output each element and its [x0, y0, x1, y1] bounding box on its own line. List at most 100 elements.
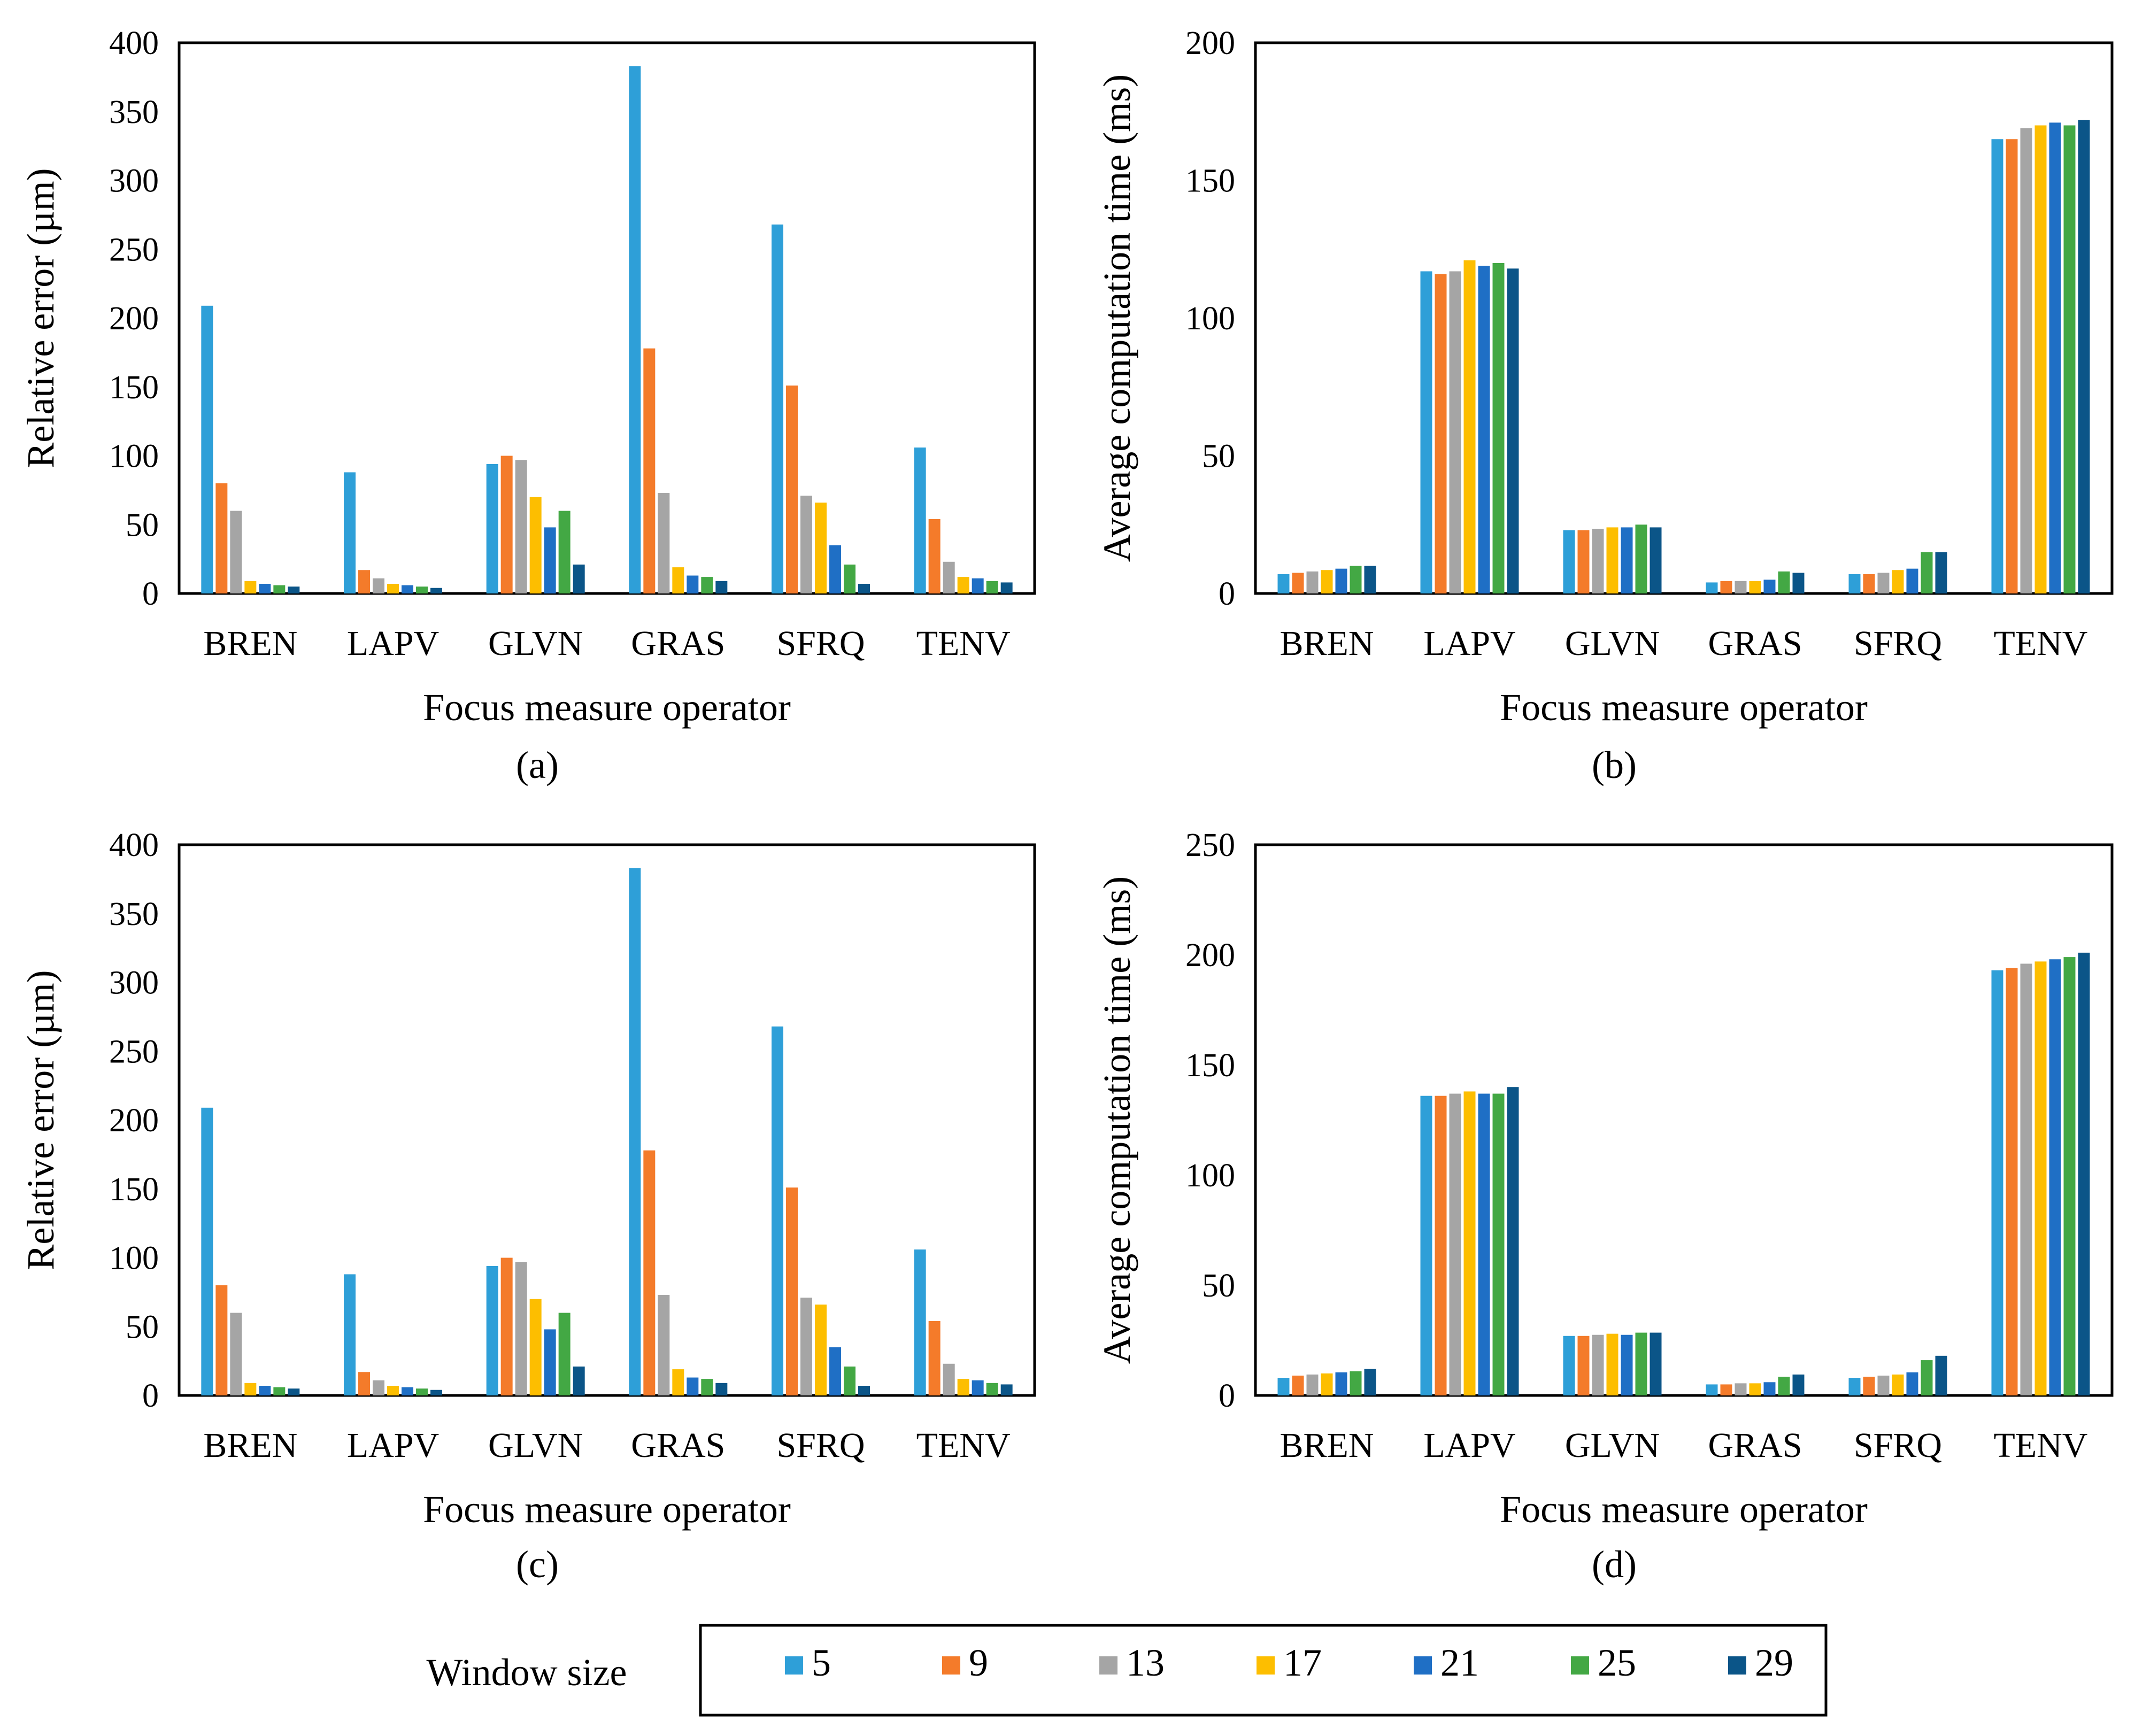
plot-frame	[1254, 843, 2114, 1397]
x-category-label: GLVN	[1565, 1426, 1660, 1465]
bar-gras-21	[687, 575, 699, 593]
x-axis-title: Focus measure operator	[1500, 686, 1868, 729]
bar-glvn-21	[1621, 1334, 1633, 1395]
bar-glvn-5	[1563, 530, 1575, 593]
bar-sfrq-17	[815, 1305, 827, 1395]
y-tick-label: 350	[109, 94, 159, 130]
x-axis-title: Focus measure operator	[1500, 1488, 1868, 1531]
bar-lapv-17	[1463, 260, 1476, 594]
bar-lapv-5	[344, 472, 356, 593]
bar-bren-21	[1335, 1372, 1347, 1395]
x-category-label: GLVN	[488, 1426, 583, 1465]
bar-glvn-29	[1650, 527, 1662, 593]
bar-lapv-25	[416, 587, 428, 593]
legend-title: Window size	[426, 1651, 627, 1694]
legend-label: 17	[1283, 1641, 1322, 1684]
legend-label: 13	[1126, 1641, 1165, 1684]
panel-caption: (d)	[1592, 1543, 1637, 1586]
bar-bren-5	[1277, 574, 1290, 593]
y-tick-label: 150	[1185, 163, 1235, 199]
bar-tenv-17	[2034, 125, 2047, 593]
bar-lapv-5	[344, 1274, 356, 1395]
bar-gras-9	[1720, 581, 1732, 593]
bar-glvn-25	[558, 511, 571, 593]
y-axis-title: Average computation time (ms)	[1096, 876, 1138, 1364]
bar-lapv-21	[402, 585, 413, 593]
bar-lapv-5	[1420, 1095, 1432, 1395]
x-category-label: GRAS	[631, 1426, 725, 1465]
bar-bren-17	[1321, 570, 1333, 593]
legend-swatch-13	[1099, 1656, 1117, 1675]
bar-gras-17	[1749, 581, 1761, 593]
bar-glvn-17	[1606, 1333, 1618, 1395]
bar-gras-21	[1763, 580, 1776, 593]
bar-sfrq-9	[786, 1187, 798, 1395]
bar-lapv-9	[1435, 1095, 1447, 1395]
bar-bren-29	[288, 1388, 300, 1395]
bar-gras-17	[672, 1369, 684, 1395]
bar-sfrq-9	[786, 385, 798, 593]
bar-glvn-29	[573, 1366, 585, 1395]
bar-sfrq-17	[1892, 1374, 1904, 1395]
bar-glvn-29	[573, 564, 585, 593]
bar-bren-17	[244, 1383, 257, 1395]
bar-sfrq-17	[1892, 570, 1904, 593]
x-category-label: TENV	[1994, 1426, 2088, 1465]
bar-bren-9	[215, 483, 228, 593]
bar-tenv-5	[1991, 970, 2003, 1395]
bar-bren-9	[1292, 1375, 1304, 1395]
x-category-label: GRAS	[1708, 1426, 1802, 1465]
bar-gras-29	[1792, 573, 1805, 593]
bar-tenv-25	[2063, 957, 2076, 1395]
legend: Window size 5 9 13 17 21 25 29	[426, 1624, 1828, 1717]
bar-glvn-17	[529, 497, 542, 593]
bar-glvn-9	[500, 1257, 513, 1395]
bar-sfrq-25	[1921, 552, 1933, 593]
bar-bren-13	[230, 511, 242, 593]
legend-swatch-9	[942, 1656, 960, 1675]
bar-sfrq-13	[1877, 573, 1890, 593]
bar-glvn-13	[1592, 528, 1604, 593]
chart-panel-c: 0 50 100 150 200 250 300 350 400 BREN LAPV GLVN GRAS…	[19, 827, 1036, 1586]
bar-tenv-29	[1000, 582, 1013, 593]
bar-bren-21	[1335, 568, 1347, 593]
bar-sfrq-29	[858, 583, 870, 593]
bar-lapv-21	[402, 1387, 413, 1395]
bar-lapv-21	[1478, 266, 1490, 593]
bar-tenv-5	[914, 1249, 926, 1395]
bar-glvn-9	[1577, 1336, 1590, 1395]
bar-glvn-13	[515, 460, 527, 593]
x-category-label: TENV	[916, 624, 1011, 663]
bar-tenv-17	[2034, 961, 2047, 1395]
legend-label: 21	[1440, 1641, 1479, 1684]
bar-tenv-13	[2020, 128, 2032, 593]
bar-lapv-5	[1420, 271, 1432, 593]
y-tick-label: 250	[1185, 827, 1235, 863]
bar-lapv-13	[1449, 1093, 1461, 1395]
y-tick-label: 0	[142, 576, 159, 612]
bar-bren-17	[1321, 1373, 1333, 1395]
bar-tenv-29	[1000, 1384, 1013, 1395]
x-axis-title: Focus measure operator	[423, 686, 791, 729]
bar-gras-29	[1792, 1374, 1805, 1395]
bar-gras-13	[658, 493, 670, 593]
bar-tenv-9	[2006, 968, 2018, 1395]
bar-gras-17	[672, 567, 684, 593]
y-tick-label: 200	[109, 1102, 159, 1139]
bar-tenv-17	[957, 577, 969, 593]
bar-lapv-29	[430, 1390, 442, 1395]
bar-sfrq-13	[1877, 1375, 1890, 1395]
bar-gras-17	[1749, 1383, 1761, 1395]
y-tick-label: 0	[1219, 576, 1235, 612]
bar-tenv-9	[2006, 139, 2018, 593]
legend-label: 9	[969, 1641, 988, 1684]
bar-lapv-17	[1463, 1091, 1476, 1395]
bar-bren-25	[273, 585, 286, 593]
bar-gras-13	[1735, 1383, 1747, 1395]
bar-gras-9	[1720, 1384, 1732, 1395]
bar-glvn-5	[486, 1266, 498, 1395]
bar-bren-5	[201, 1107, 213, 1395]
legend-frame	[699, 1624, 1828, 1717]
bar-lapv-29	[430, 588, 442, 593]
y-tick-label: 100	[1185, 1158, 1235, 1194]
